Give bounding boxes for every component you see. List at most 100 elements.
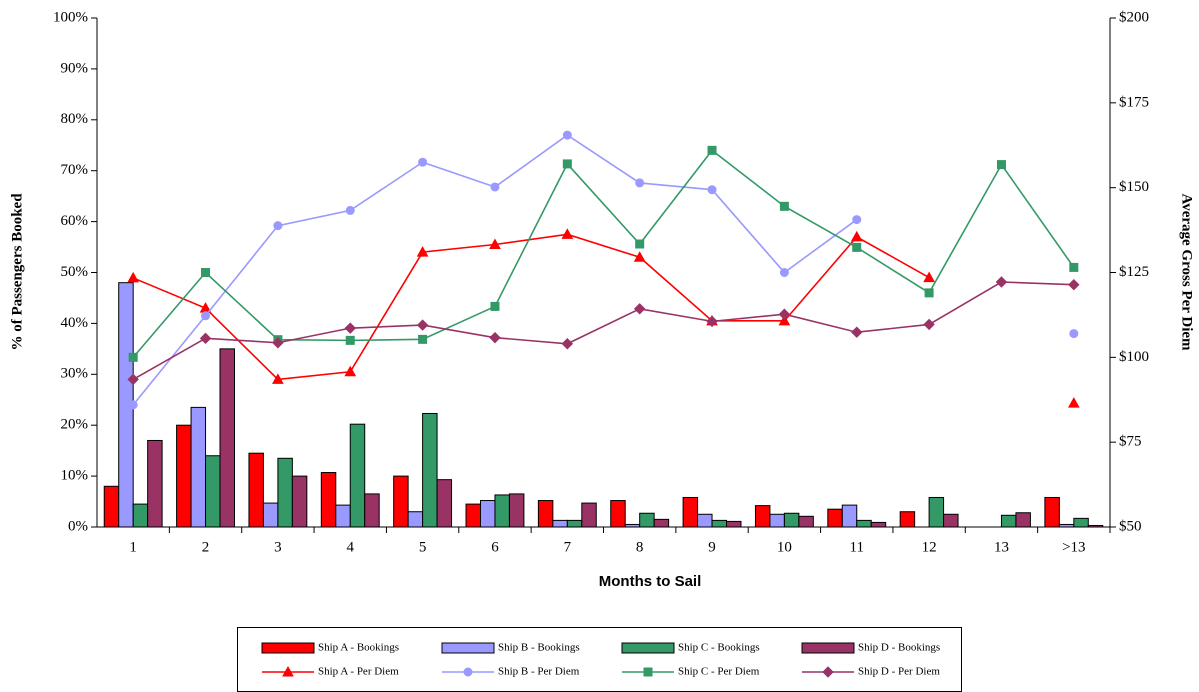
y2-tick-label: $200 bbox=[1119, 9, 1149, 25]
legend-label: Ship A - Bookings bbox=[318, 642, 399, 654]
x-tick-label: 1 bbox=[129, 539, 137, 555]
marker bbox=[272, 373, 284, 384]
bar bbox=[147, 439, 163, 528]
marker bbox=[1067, 397, 1080, 408]
bar bbox=[711, 519, 728, 528]
bar bbox=[262, 502, 279, 528]
marker bbox=[851, 326, 863, 338]
bar bbox=[479, 500, 496, 528]
marker bbox=[416, 246, 429, 257]
line bbox=[132, 281, 1074, 381]
bar bbox=[364, 493, 380, 528]
y-tick-label: 10% bbox=[61, 468, 89, 484]
x-tick-label: 3 bbox=[274, 539, 282, 555]
marker bbox=[707, 145, 717, 155]
bar bbox=[1015, 512, 1031, 528]
bar bbox=[566, 519, 583, 528]
x-tick-label: 8 bbox=[636, 539, 644, 555]
bar bbox=[436, 479, 453, 528]
marker bbox=[779, 201, 789, 211]
y-tick-label: 70% bbox=[61, 162, 89, 178]
legend-label: Ship B - Bookings bbox=[498, 642, 580, 654]
bar bbox=[726, 520, 742, 528]
bar bbox=[943, 513, 959, 528]
bar bbox=[508, 493, 525, 528]
line bbox=[132, 233, 930, 381]
legend-swatch bbox=[801, 642, 855, 654]
bar bbox=[190, 406, 207, 528]
bar bbox=[682, 496, 699, 528]
bar bbox=[248, 452, 264, 528]
bar bbox=[899, 511, 916, 528]
y-tick-label: 80% bbox=[61, 111, 89, 127]
bar bbox=[132, 503, 149, 528]
marker bbox=[490, 182, 500, 192]
legend-label: Ship D - Bookings bbox=[858, 642, 940, 654]
bar bbox=[552, 519, 568, 528]
marker bbox=[344, 365, 357, 377]
marker bbox=[561, 338, 574, 350]
marker bbox=[1068, 279, 1080, 291]
bar bbox=[1044, 496, 1060, 528]
bar bbox=[639, 512, 655, 528]
x-tick-label: >13 bbox=[1062, 539, 1085, 555]
y-tick-label: 0% bbox=[68, 518, 88, 534]
marker bbox=[561, 228, 574, 239]
y2-tick-label: $100 bbox=[1119, 349, 1149, 365]
marker bbox=[633, 303, 646, 315]
y-tick-label: 90% bbox=[61, 60, 89, 76]
marker bbox=[778, 314, 791, 326]
marker bbox=[995, 276, 1008, 288]
marker bbox=[852, 215, 862, 225]
marker bbox=[635, 239, 645, 249]
marker bbox=[345, 335, 355, 345]
bar bbox=[422, 412, 438, 528]
legend-label: Ship C - Per Diem bbox=[678, 666, 760, 678]
marker bbox=[779, 268, 789, 277]
x-tick-label: 9 bbox=[708, 539, 716, 555]
marker bbox=[416, 319, 429, 331]
bar bbox=[827, 508, 843, 528]
marker bbox=[418, 157, 428, 167]
legend-box bbox=[237, 627, 962, 692]
bar bbox=[349, 423, 366, 528]
marker bbox=[127, 271, 140, 283]
bar bbox=[277, 457, 293, 528]
bar bbox=[798, 515, 814, 528]
bar bbox=[494, 494, 510, 528]
marker bbox=[924, 288, 934, 298]
bar bbox=[1073, 517, 1089, 528]
marker bbox=[1069, 329, 1079, 339]
bar bbox=[335, 504, 351, 528]
marker bbox=[489, 238, 501, 250]
marker bbox=[201, 268, 211, 277]
marker bbox=[562, 130, 572, 140]
x-tick-label: 2 bbox=[202, 539, 210, 555]
y-tick-label: 40% bbox=[61, 315, 89, 331]
marker bbox=[127, 373, 139, 386]
marker bbox=[562, 159, 572, 169]
marker bbox=[490, 301, 500, 311]
legend-swatch bbox=[621, 642, 675, 654]
marker bbox=[996, 160, 1006, 170]
legend-swatch bbox=[441, 642, 495, 654]
legend-label: Ship C - Bookings bbox=[678, 642, 760, 654]
bar bbox=[928, 496, 945, 528]
y2-axis-title: Average Gross Per Diem bbox=[1179, 193, 1195, 351]
legend-swatch bbox=[261, 642, 315, 654]
marker bbox=[128, 400, 138, 410]
marker bbox=[272, 337, 284, 349]
x-tick-label: 12 bbox=[922, 539, 937, 555]
bar bbox=[320, 472, 337, 528]
bar bbox=[856, 519, 872, 528]
marker bbox=[199, 332, 212, 345]
bar bbox=[581, 502, 597, 528]
bar bbox=[870, 521, 887, 528]
bar bbox=[841, 504, 858, 528]
marker bbox=[633, 251, 646, 262]
x-tick-label: 11 bbox=[850, 539, 864, 555]
line bbox=[132, 134, 858, 406]
legend: Ship A - Bookings Ship B - Bookings Ship C… bbox=[261, 642, 940, 678]
marker bbox=[489, 331, 501, 344]
y-tick-label: 50% bbox=[61, 264, 89, 280]
